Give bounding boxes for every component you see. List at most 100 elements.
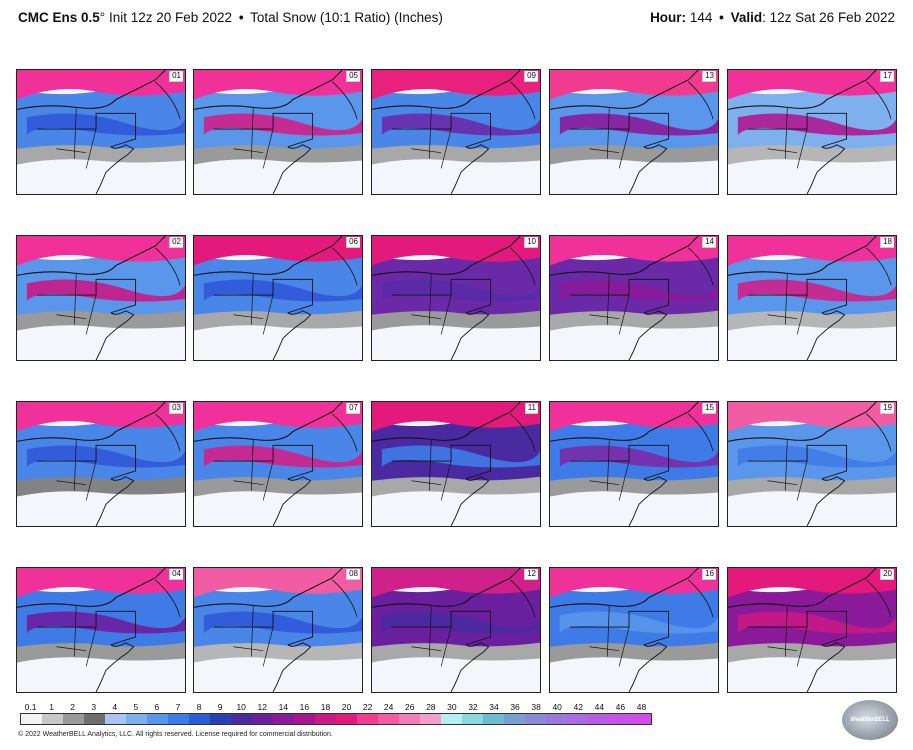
snowfall-map	[17, 568, 185, 692]
colorbar-tick-label: 9	[217, 702, 223, 712]
member-panel-04[interactable]: 04	[16, 567, 186, 693]
heavy-snow-north	[550, 70, 718, 100]
heavy-snow-band	[737, 611, 896, 634]
header-bar: CMC Ens 0.5° Init 12z 20 Feb 2022 • Tota…	[0, 0, 913, 40]
colorbar-tick-label: 12	[257, 702, 267, 712]
member-panel-02[interactable]: 02	[16, 235, 186, 361]
member-number-label: 14	[702, 237, 716, 248]
member-panel-11[interactable]: 11	[371, 401, 541, 527]
heavy-snow-north	[17, 402, 185, 432]
member-panel-07[interactable]: 07	[193, 401, 363, 527]
member-panel-13[interactable]: 13	[549, 69, 719, 195]
member-panel-09[interactable]: 09	[371, 69, 541, 195]
state-lines	[747, 278, 848, 314]
member-panel-01[interactable]: 01	[16, 69, 186, 195]
interior-borders	[589, 107, 630, 169]
heavy-snow-north	[17, 568, 185, 598]
colorbar-tick-label: 34	[489, 702, 499, 712]
maine-border	[866, 81, 892, 120]
colorbar-tick-label: 20	[341, 702, 352, 712]
coastline	[806, 642, 846, 692]
colorbar-swatch-34	[483, 714, 504, 724]
member-panel-16[interactable]: 16	[549, 567, 719, 693]
member-panel-03[interactable]: 03	[16, 401, 186, 527]
heavy-snow-band	[559, 279, 718, 302]
coastline	[806, 144, 846, 194]
colorbar-swatch-10	[231, 714, 252, 724]
heavy-snow-north	[550, 236, 718, 266]
coastline	[272, 144, 312, 194]
heavy-snow-north	[194, 70, 362, 100]
colorbar-tick-label: 28	[426, 702, 436, 712]
member-panel-18[interactable]: 18	[727, 235, 897, 361]
member-panel-14[interactable]: 14	[549, 235, 719, 361]
colorbar-swatch-44	[588, 714, 609, 724]
member-panel-17[interactable]: 17	[727, 69, 897, 195]
member-panel-06[interactable]: 06	[193, 235, 363, 361]
member-number-label: 09	[524, 71, 538, 82]
weatherbell-logo: WeatherBELL	[842, 700, 898, 740]
member-panel-19[interactable]: 19	[727, 401, 897, 527]
heavy-snow-band	[203, 611, 362, 634]
colorbar-swatches	[20, 713, 652, 725]
snowfall-map	[17, 70, 185, 194]
maine-border	[510, 247, 536, 286]
state-lines	[391, 278, 492, 314]
colorbar-swatch-48	[630, 714, 651, 724]
interior-borders	[411, 273, 452, 335]
member-panel-20[interactable]: 20	[727, 567, 897, 693]
interior-borders	[767, 107, 808, 169]
colorbar-swatch-1	[42, 714, 63, 724]
colorbar-tick-label: 2	[70, 702, 76, 712]
colorbar-tick-label: 36	[510, 702, 520, 712]
maine-border	[688, 81, 714, 120]
colorbar-swatch-5	[126, 714, 147, 724]
maine-border	[866, 413, 892, 452]
heavy-snow-band	[26, 611, 185, 634]
colorbar-tick-label: 40	[552, 702, 562, 712]
snowfall-map	[728, 236, 896, 360]
state-lines	[213, 610, 314, 646]
interior-borders	[589, 605, 630, 667]
coastline	[628, 144, 668, 194]
coastline	[272, 642, 312, 692]
member-panel-05[interactable]: 05	[193, 69, 363, 195]
state-lines	[36, 112, 137, 148]
snowfall-map	[17, 402, 185, 526]
snowfall-map	[372, 568, 540, 692]
valid-value: : 12z Sat 26 Feb 2022	[762, 10, 895, 25]
separator-bullet-2: •	[719, 10, 724, 25]
colorbar-swatch-6	[147, 714, 168, 724]
separator-bullet: •	[238, 10, 244, 25]
heavy-snow-north	[17, 70, 185, 100]
colorbar-swatch-24	[378, 714, 399, 724]
init-time: Init 12z 20 Feb 2022	[108, 10, 233, 25]
member-panel-08[interactable]: 08	[193, 567, 363, 693]
interior-borders	[767, 273, 808, 335]
member-number-label: 04	[169, 569, 183, 580]
member-number-label: 02	[169, 237, 183, 248]
coastline	[628, 310, 668, 360]
colorbar-tick-label: 22	[362, 702, 373, 712]
ensemble-member-grid: 01 05 09 13 17 02 06 10 14 18 03 07 11 15 19 04 08 12 16 20	[16, 69, 897, 693]
colorbar-tick-label: 16	[299, 702, 310, 712]
member-panel-12[interactable]: 12	[371, 567, 541, 693]
coastline	[95, 642, 135, 692]
interior-borders	[767, 605, 808, 667]
maine-border	[155, 81, 181, 120]
member-panel-15[interactable]: 15	[549, 401, 719, 527]
heavy-snow-band	[381, 113, 540, 136]
colorbar-tick-label: 24	[383, 702, 394, 712]
heavy-snow-north	[728, 402, 896, 432]
heavy-snow-band	[381, 611, 540, 634]
logo-text: WeatherBELL	[850, 717, 890, 723]
maine-border	[155, 579, 181, 618]
colorbar-labels: 0.1 1 2 3 4 5 6 7 8 9 10 12 14 16 18 20 22 24 26 28 30 32 34 36…	[20, 702, 652, 712]
snowfall-map	[550, 402, 718, 526]
colorbar-swatch-16	[294, 714, 315, 724]
member-panel-10[interactable]: 10	[371, 235, 541, 361]
state-lines	[213, 278, 314, 314]
degree-symbol: °	[99, 10, 106, 25]
heavy-snow-north	[550, 568, 718, 598]
interior-borders	[56, 439, 97, 501]
